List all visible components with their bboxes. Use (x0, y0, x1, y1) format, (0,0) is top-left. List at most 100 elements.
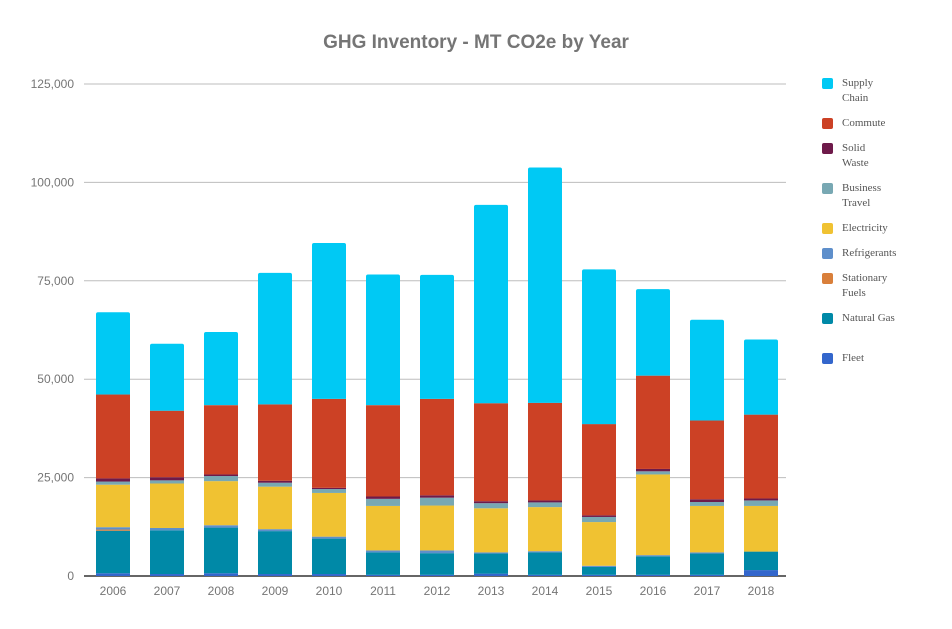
bar-segment-commute (528, 402, 562, 501)
bar-segment-natural-gas (582, 566, 616, 575)
x-tick-label: 2013 (478, 584, 505, 598)
legend-swatch (822, 118, 833, 129)
bar-segment-natural-gas (204, 527, 238, 574)
bar-segment-supply-chain (150, 343, 184, 411)
bar-segment-fleet (258, 574, 292, 576)
bar-segment-business-travel (474, 503, 508, 509)
bar-segment-fleet (690, 574, 724, 576)
bar-segment-electricity (312, 492, 346, 537)
bar-segment-business-travel (744, 500, 778, 506)
bar-segment-natural-gas (258, 531, 292, 575)
bar-segment-commute (636, 375, 670, 469)
bar-segment-commute (420, 398, 454, 496)
bar-segment-electricity (636, 474, 670, 556)
bar-stack-2006 (96, 312, 130, 576)
bar-segment-supply-chain (420, 274, 454, 399)
bar-segment-supply-chain (96, 312, 130, 395)
legend-label: Stationary Fuels (842, 272, 888, 299)
bar-stack-2009 (258, 272, 292, 576)
y-tick-label: 0 (67, 569, 74, 583)
bar-segment-supply-chain (258, 272, 292, 405)
bar-segment-electricity (528, 507, 562, 552)
chart-title: GHG Inventory - MT CO2e by Year (323, 32, 629, 53)
bar-segment-solid-waste (420, 495, 454, 498)
bar-segment-natural-gas (474, 553, 508, 574)
bar-stack-2008 (204, 331, 238, 576)
bar-segment-natural-gas (690, 553, 724, 575)
bar-segment-supply-chain (636, 289, 670, 376)
bar-segment-supply-chain (744, 339, 778, 415)
bar-segment-fleet (204, 573, 238, 576)
bar-stack-2011 (366, 274, 400, 576)
bar-segment-fleet (96, 573, 130, 576)
bar-segment-refrigerants (366, 550, 400, 553)
bar-segment-refrigerants (150, 527, 184, 531)
bar-segment-refrigerants (528, 551, 562, 553)
bar-segment-electricity (474, 508, 508, 553)
x-tick-label: 2017 (694, 584, 721, 598)
x-tick-label: 2008 (208, 584, 235, 598)
x-tick-label: 2016 (640, 584, 667, 598)
x-axis-ticks: 2006 2007 2008 2009 2010 2011 2012 2013 2014 2015… (100, 584, 775, 598)
legend-swatch (822, 248, 833, 259)
legend-swatch (822, 353, 833, 364)
bar-segment-solid-waste (744, 498, 778, 501)
bar-segment-solid-waste (96, 478, 130, 482)
bar-segment-electricity (204, 481, 238, 526)
bar-segment-natural-gas (96, 530, 130, 574)
bar-segment-solid-waste (150, 477, 184, 481)
bar-segment-refrigerants (204, 525, 238, 528)
bar-segment-fleet (582, 574, 616, 576)
bar-segment-solid-waste (582, 515, 616, 517)
bar-segment-business-travel (420, 497, 454, 506)
bar-segment-business-travel (150, 480, 184, 484)
bar-stack-2014 (528, 167, 562, 576)
legend-label: Fleet (842, 352, 864, 364)
bar-segment-natural-gas (312, 538, 346, 575)
x-tick-label: 2015 (586, 584, 613, 598)
bar-segment-business-travel (690, 502, 724, 506)
bar-stack-2007 (150, 343, 184, 576)
bar-segment-natural-gas (636, 556, 670, 575)
bar-segment-fleet (150, 574, 184, 576)
bar-segment-commute (204, 405, 238, 475)
bar-segment-solid-waste (474, 501, 508, 504)
bar-segment-business-travel (204, 476, 238, 482)
y-tick-label: 125,000 (31, 77, 75, 91)
bar-segment-business-travel (258, 482, 292, 487)
bar-segment-supply-chain (528, 167, 562, 403)
bar-segment-business-travel (312, 489, 346, 493)
bar-segment-business-travel (366, 498, 400, 506)
legend-swatch (822, 223, 833, 234)
bar-segment-commute (312, 398, 346, 488)
legend-label: Electricity (842, 222, 888, 234)
bar-segment-electricity (744, 505, 778, 552)
legend-label: Solid Waste (842, 142, 869, 169)
legend-label: Supply Chain (842, 77, 874, 104)
bar-segment-commute (258, 404, 292, 481)
bar-segment-supply-chain (366, 274, 400, 406)
legend-label: Refrigerants (842, 247, 897, 259)
bar-segment-commute (96, 394, 130, 479)
y-axis-ticks: 0 25,000 50,000 75,000 100,000 125,000 (31, 77, 75, 583)
bar-segment-commute (744, 414, 778, 499)
bar-stack-2010 (312, 243, 346, 576)
legend-swatch (822, 313, 833, 324)
x-tick-label: 2018 (748, 584, 775, 598)
legend-label: Natural Gas (842, 312, 895, 324)
bar-segment-fleet (528, 574, 562, 576)
bar-segment-refrigerants (690, 552, 724, 554)
bar-segment-fleet (474, 573, 508, 576)
bar-segment-refrigerants (636, 555, 670, 557)
bar-segment-commute (582, 424, 616, 516)
bar-segment-business-travel (528, 502, 562, 508)
bar-segment-fleet (312, 574, 346, 576)
bar-segment-fleet (636, 574, 670, 576)
bar-segment-electricity (420, 505, 454, 551)
bar-segment-supply-chain (582, 269, 616, 425)
x-tick-label: 2007 (154, 584, 181, 598)
bar-segment-commute (474, 403, 508, 502)
legend-swatch (822, 183, 833, 194)
legend-label: Commute (842, 117, 886, 129)
